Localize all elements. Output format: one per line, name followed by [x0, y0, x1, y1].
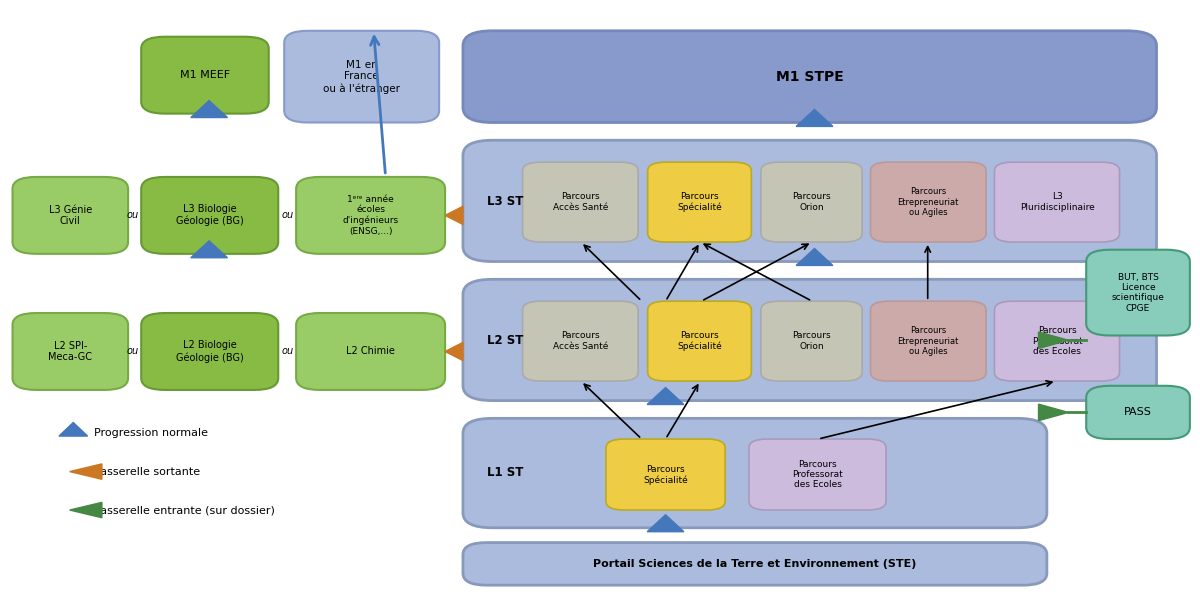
FancyBboxPatch shape — [284, 31, 439, 122]
FancyBboxPatch shape — [522, 162, 638, 242]
Text: L2 SPI-
Meca-GC: L2 SPI- Meca-GC — [48, 341, 92, 362]
Text: Parcours
Orion: Parcours Orion — [792, 331, 830, 351]
FancyBboxPatch shape — [870, 301, 986, 381]
Text: L2 ST: L2 ST — [487, 334, 523, 347]
Polygon shape — [1038, 404, 1068, 421]
Text: Portail Sciences de la Terre et Environnement (STE): Portail Sciences de la Terre et Environn… — [593, 559, 917, 569]
Text: M1 en
France
ou à l'étranger: M1 en France ou à l'étranger — [323, 60, 400, 94]
Text: ou: ou — [282, 346, 294, 356]
Polygon shape — [59, 422, 88, 436]
Text: BUT, BTS
Licence
scientifique
CPGE: BUT, BTS Licence scientifique CPGE — [1111, 272, 1164, 313]
FancyBboxPatch shape — [296, 313, 445, 390]
FancyBboxPatch shape — [463, 279, 1157, 401]
Polygon shape — [1038, 332, 1068, 349]
FancyBboxPatch shape — [12, 177, 128, 254]
FancyBboxPatch shape — [749, 439, 886, 510]
Text: ou: ou — [282, 211, 294, 220]
Polygon shape — [191, 241, 228, 258]
FancyBboxPatch shape — [463, 140, 1157, 262]
Polygon shape — [70, 464, 102, 479]
Text: Parcours
Etrepreneuriat
ou Agiles: Parcours Etrepreneuriat ou Agiles — [898, 187, 959, 217]
FancyBboxPatch shape — [870, 162, 986, 242]
Polygon shape — [70, 502, 102, 518]
Text: Parcours
Professorat
des Ecoles: Parcours Professorat des Ecoles — [792, 460, 842, 490]
Text: PASS: PASS — [1124, 407, 1152, 418]
Text: Passerelle entrante (sur dossier): Passerelle entrante (sur dossier) — [94, 505, 275, 515]
FancyBboxPatch shape — [1086, 386, 1190, 439]
FancyBboxPatch shape — [995, 301, 1120, 381]
Text: ou: ou — [127, 211, 139, 220]
FancyBboxPatch shape — [606, 439, 725, 510]
Text: Passerelle sortante: Passerelle sortante — [94, 467, 199, 476]
FancyBboxPatch shape — [142, 177, 278, 254]
FancyBboxPatch shape — [463, 418, 1046, 528]
Text: L2 Chimie: L2 Chimie — [346, 346, 395, 356]
FancyBboxPatch shape — [522, 301, 638, 381]
Polygon shape — [647, 515, 684, 532]
Text: Parcours
Accès Santé: Parcours Accès Santé — [553, 193, 608, 212]
Polygon shape — [796, 248, 833, 265]
FancyBboxPatch shape — [463, 542, 1046, 585]
Polygon shape — [796, 109, 833, 127]
Text: L3 Génie
Civil: L3 Génie Civil — [49, 205, 92, 226]
Text: L3 Biologie
Géologie (BG): L3 Biologie Géologie (BG) — [176, 204, 244, 226]
Text: L3
Pluridisciplinaire: L3 Pluridisciplinaire — [1020, 193, 1094, 212]
FancyBboxPatch shape — [995, 162, 1120, 242]
Text: Parcours
Spécialité: Parcours Spécialité — [677, 192, 722, 212]
Text: Parcours
Professorat
des Ecoles: Parcours Professorat des Ecoles — [1032, 326, 1082, 356]
Text: L3 ST: L3 ST — [487, 194, 523, 208]
Text: Parcours
Spécialité: Parcours Spécialité — [643, 464, 688, 485]
Polygon shape — [647, 388, 684, 404]
Text: Parcours
Etrepreneuriat
ou Agiles: Parcours Etrepreneuriat ou Agiles — [898, 326, 959, 356]
FancyBboxPatch shape — [296, 177, 445, 254]
FancyBboxPatch shape — [648, 301, 751, 381]
FancyBboxPatch shape — [463, 31, 1157, 122]
FancyBboxPatch shape — [142, 313, 278, 390]
FancyBboxPatch shape — [12, 313, 128, 390]
FancyBboxPatch shape — [761, 301, 862, 381]
Text: ou: ou — [127, 346, 139, 356]
Text: L1 ST: L1 ST — [487, 466, 523, 479]
FancyBboxPatch shape — [761, 162, 862, 242]
Text: 1ᵉʳᵉ année
écoles
d'ingénieurs
(ENSG,...): 1ᵉʳᵉ année écoles d'ingénieurs (ENSG,...… — [342, 195, 398, 236]
FancyBboxPatch shape — [1086, 250, 1190, 335]
Text: M1 STPE: M1 STPE — [776, 70, 844, 83]
Text: Progression normale: Progression normale — [94, 428, 208, 438]
FancyBboxPatch shape — [142, 37, 269, 113]
Text: Parcours
Spécialité: Parcours Spécialité — [677, 331, 722, 351]
Polygon shape — [445, 206, 463, 224]
Text: L2 Biologie
Géologie (BG): L2 Biologie Géologie (BG) — [176, 340, 244, 362]
Polygon shape — [445, 343, 463, 361]
Text: M1 MEEF: M1 MEEF — [180, 70, 230, 80]
Text: Parcours
Accès Santé: Parcours Accès Santé — [553, 331, 608, 351]
Polygon shape — [191, 101, 228, 118]
FancyBboxPatch shape — [648, 162, 751, 242]
Text: Parcours
Orion: Parcours Orion — [792, 193, 830, 212]
